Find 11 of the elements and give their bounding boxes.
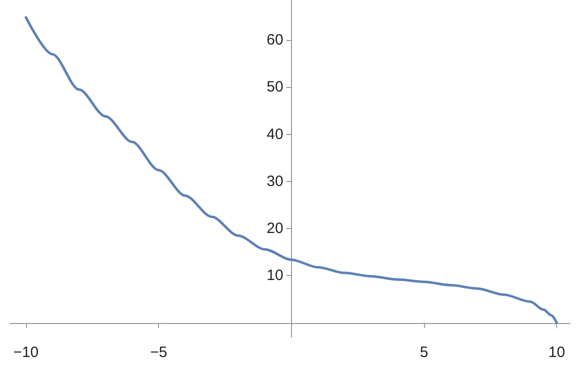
x-tick-label: −5 [150, 344, 168, 361]
y-tick-label: 20 [266, 220, 284, 238]
y-tick-label: 40 [266, 126, 284, 143]
y-tick-label: 60 [266, 32, 284, 49]
y-tick-label: 50 [266, 78, 284, 96]
y-tick-label: 30 [266, 172, 284, 190]
y-tick-label: 10 [266, 267, 284, 284]
x-tick-label: 5 [420, 344, 428, 361]
x-tick-label: 10 [548, 344, 566, 361]
line-series [24, 16, 558, 324]
x-tick-label: −10 [13, 344, 39, 361]
